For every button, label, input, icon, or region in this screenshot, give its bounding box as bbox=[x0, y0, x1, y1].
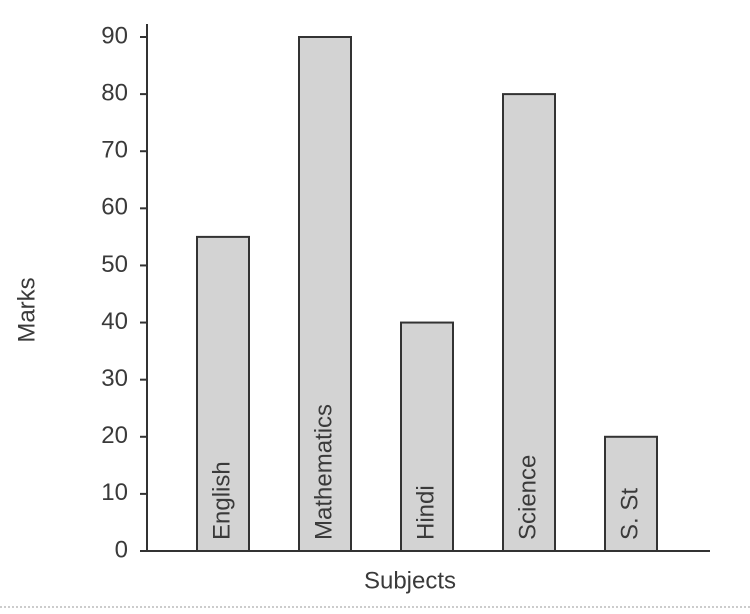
y-tick-label: 20 bbox=[101, 422, 128, 449]
category-label: English bbox=[208, 461, 235, 540]
category-label: Mathematics bbox=[310, 404, 337, 540]
y-axis-label: Marks bbox=[13, 277, 40, 342]
y-tick-label: 80 bbox=[101, 79, 128, 106]
bar bbox=[502, 93, 556, 552]
bar bbox=[400, 321, 454, 552]
bar bbox=[604, 435, 658, 552]
y-tick-label: 10 bbox=[101, 479, 128, 506]
y-tick-label: 60 bbox=[101, 194, 128, 221]
y-tick-label: 0 bbox=[115, 536, 128, 563]
y-tick-label: 50 bbox=[101, 251, 128, 278]
y-tick-label: 30 bbox=[101, 365, 128, 392]
bar bbox=[298, 36, 352, 552]
y-tick-label: 40 bbox=[101, 308, 128, 335]
category-label: Hindi bbox=[412, 485, 439, 540]
x-axis-label: Subjects bbox=[364, 567, 456, 594]
y-tick-label: 70 bbox=[101, 137, 128, 164]
bar bbox=[196, 235, 250, 552]
category-label: Science bbox=[514, 455, 541, 540]
y-tick-label: 90 bbox=[101, 22, 128, 49]
category-label: S. St bbox=[616, 488, 643, 540]
